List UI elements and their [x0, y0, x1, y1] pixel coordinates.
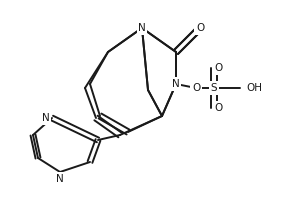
Text: S: S [211, 83, 217, 93]
Text: O: O [196, 23, 204, 33]
Text: N: N [42, 113, 50, 123]
Text: N: N [56, 174, 64, 184]
Text: OH: OH [246, 83, 262, 93]
Text: N: N [172, 79, 180, 89]
Text: O: O [192, 83, 200, 93]
Text: O: O [214, 63, 222, 73]
Text: N: N [138, 23, 146, 33]
Text: O: O [214, 103, 222, 113]
